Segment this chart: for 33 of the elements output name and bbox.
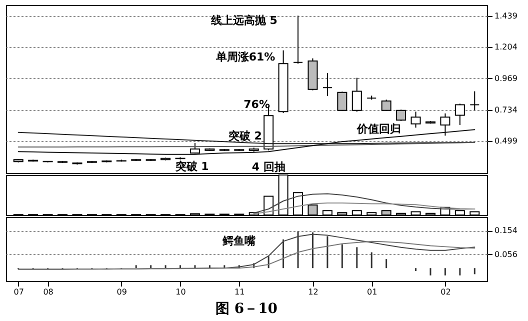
x-tick-label: 02 xyxy=(440,288,451,296)
candlestick xyxy=(322,72,332,97)
annotation: 4 回抽 xyxy=(252,160,286,174)
annotation: 76% xyxy=(244,98,270,111)
candlestick xyxy=(410,111,421,128)
x-tick-label: 12 xyxy=(308,288,318,296)
candlestick xyxy=(396,109,406,122)
y-tick-label: 0.154 xyxy=(494,226,518,236)
y-tick-label: 0.969 xyxy=(494,74,518,83)
annotation: 鳄鱼嘴 xyxy=(222,234,257,248)
annotation: 线上远高抛 5 xyxy=(210,14,278,27)
text: 图 6－10 xyxy=(215,301,278,317)
candlestick xyxy=(440,112,450,136)
candlestick xyxy=(293,15,304,64)
y-tick-label: 1.204 xyxy=(494,42,518,52)
y-tick-label: 0.056 xyxy=(494,250,518,259)
x-tick-label: 11 xyxy=(234,288,245,296)
candlestick xyxy=(352,77,362,112)
y-tick-label: 0.499 xyxy=(494,136,518,146)
x-tick-label: 08 xyxy=(43,288,54,296)
annotation: 价值回归 xyxy=(356,122,401,136)
annotation: 单周涨61% xyxy=(214,50,276,64)
x-tick-label: 10 xyxy=(176,288,186,296)
x-tick-label: 01 xyxy=(367,288,378,296)
x-tick-label: 07 xyxy=(14,288,24,296)
annotation: 突破 2 xyxy=(227,129,262,142)
y-tick-label: 0.734 xyxy=(494,105,518,114)
annotation: 突破 1 xyxy=(174,160,209,173)
candlestick xyxy=(454,103,465,126)
candlestick xyxy=(337,91,348,112)
y-tick-label: 1.439 xyxy=(494,11,518,20)
x-tick-label: 09 xyxy=(116,288,127,296)
candlestick xyxy=(470,90,480,111)
